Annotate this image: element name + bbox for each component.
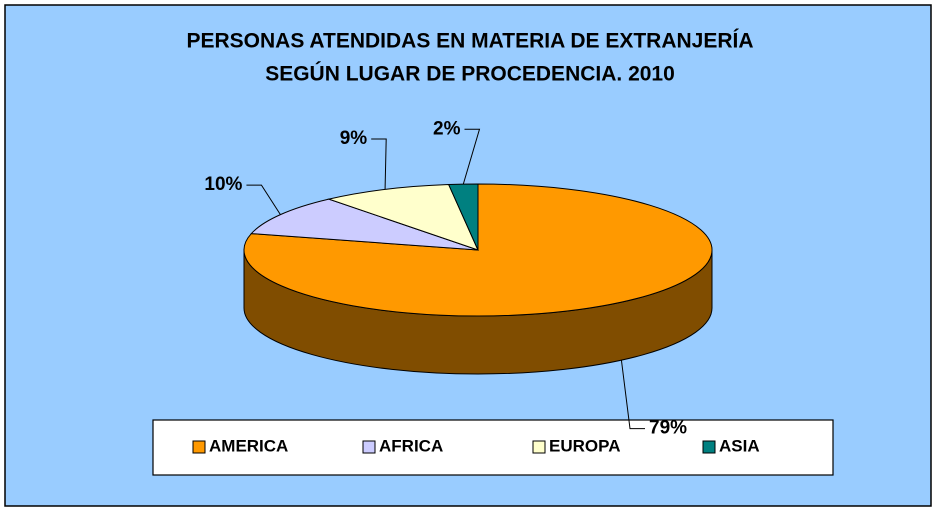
pie-slice: [327, 184, 479, 251]
legend-label: AMERICA: [209, 436, 288, 455]
data-label: 2%: [433, 118, 461, 139]
data-label: 9%: [340, 128, 368, 149]
leader-line: [371, 138, 387, 190]
legend-label: ASIA: [719, 436, 760, 455]
chart-title: PERSONAS ATENDIDAS EN MATERIA DE EXTRANJ…: [186, 30, 753, 53]
legend-swatch: [702, 440, 716, 454]
legend-label: AFRICA: [379, 436, 443, 455]
leader-line: [462, 128, 481, 185]
legend-swatch: [192, 440, 206, 454]
legend-label: EUROPA: [549, 436, 620, 455]
legend-box: [152, 419, 834, 476]
leader-line: [246, 184, 281, 215]
leader-line: [620, 360, 646, 430]
data-label: 10%: [204, 174, 242, 195]
legend-swatch: [532, 440, 546, 454]
data-label: 79%: [649, 418, 687, 439]
pie-slice: [250, 198, 479, 251]
legend-swatch: [362, 440, 376, 454]
chart-title: SEGÚN LUGAR DE PROCEDENCIA. 2010: [265, 62, 675, 86]
